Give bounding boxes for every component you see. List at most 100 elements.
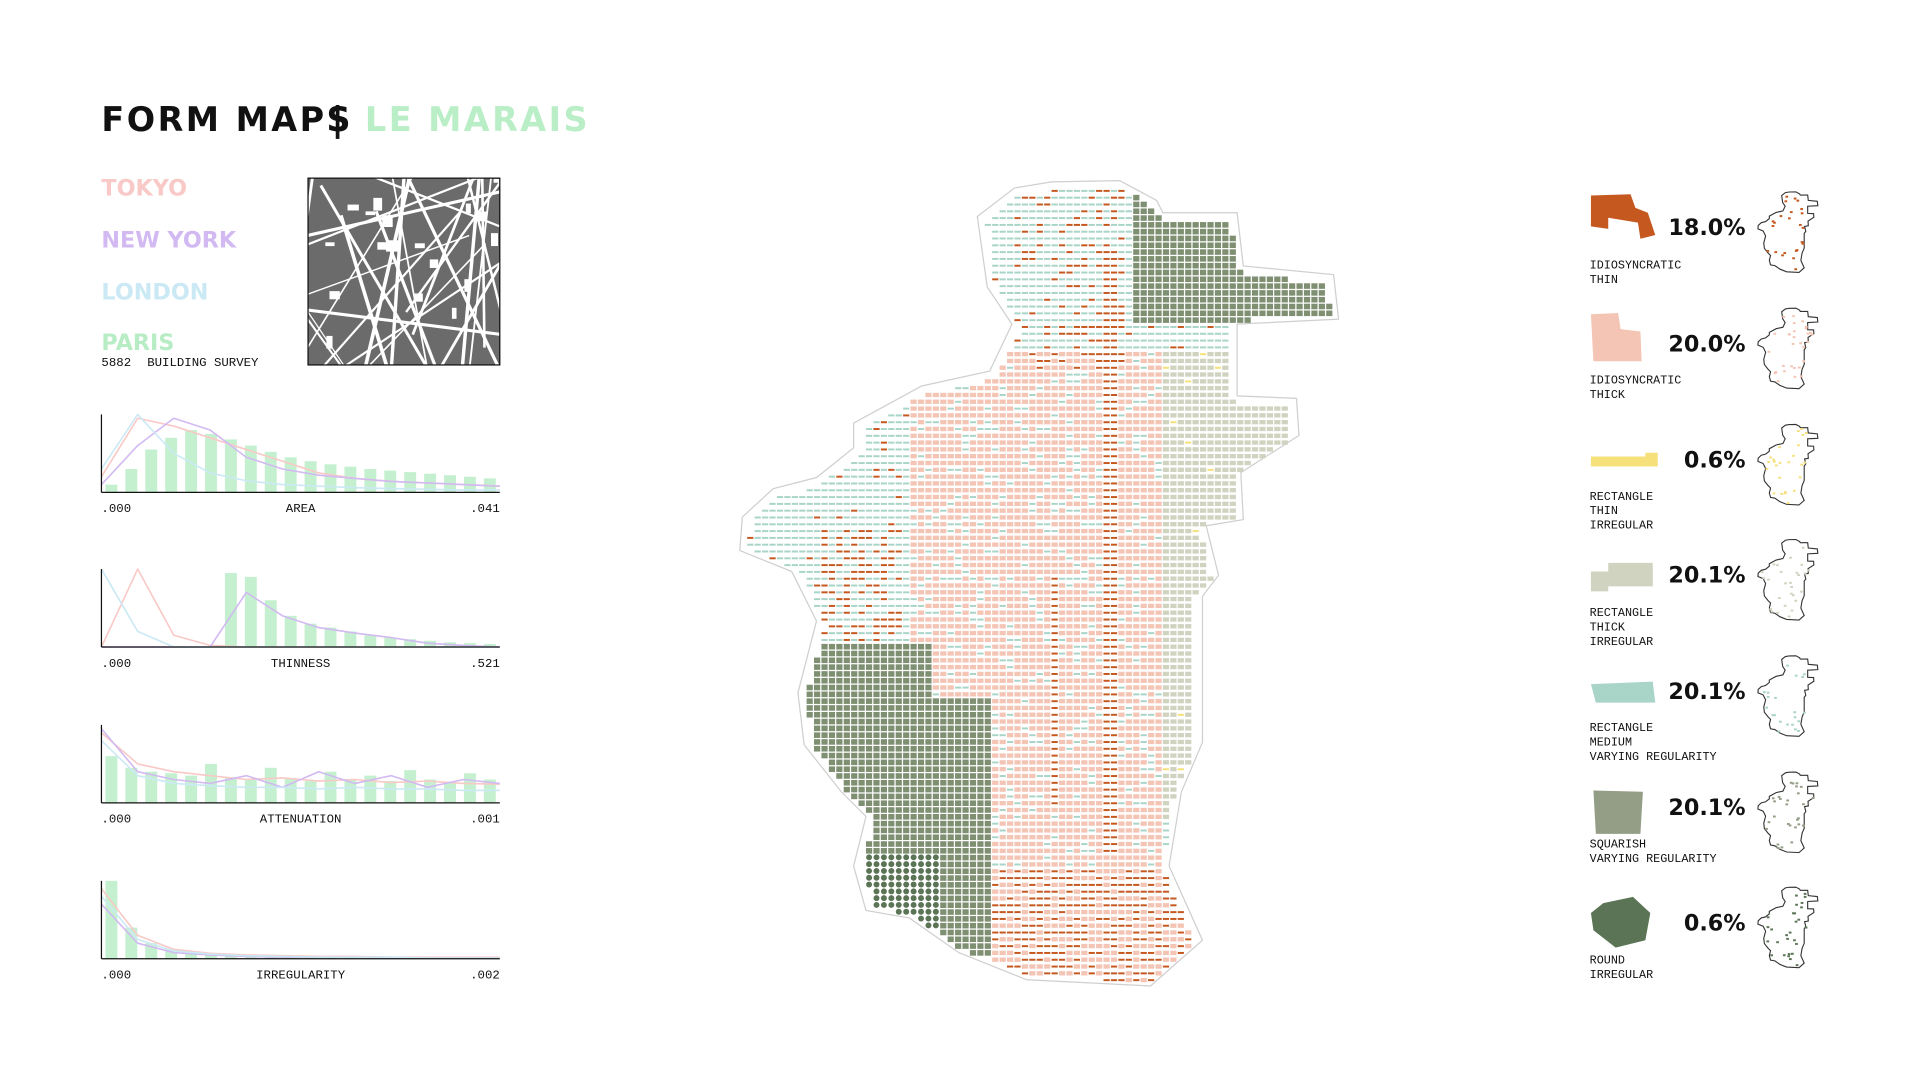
map-building <box>1110 475 1118 478</box>
map-building <box>1066 346 1073 349</box>
map-building <box>1007 508 1014 513</box>
map-building <box>962 535 969 540</box>
map-building <box>1140 522 1147 527</box>
map-building <box>1118 644 1125 649</box>
map-building <box>1014 549 1021 554</box>
histogram-bar <box>344 779 357 803</box>
map-building <box>1148 346 1155 349</box>
map-building <box>1088 210 1095 213</box>
map-building <box>984 902 991 909</box>
map-building <box>1214 222 1222 228</box>
map-building <box>999 841 1006 847</box>
map-building <box>999 399 1006 404</box>
map-building <box>940 692 947 697</box>
map-building <box>1044 698 1051 704</box>
map-building <box>962 902 969 909</box>
map-building <box>828 502 836 505</box>
map-building <box>1066 264 1073 267</box>
map-building <box>1058 278 1066 281</box>
map-building <box>1021 291 1029 294</box>
map-building <box>1162 488 1170 493</box>
map-building <box>977 494 984 500</box>
map-building <box>1058 780 1066 785</box>
axis-title: IRREGULARITY <box>256 969 346 983</box>
map-building <box>1148 269 1155 276</box>
map-building <box>947 535 954 540</box>
map-building <box>992 746 999 751</box>
map-building <box>932 440 939 445</box>
map-building <box>1237 460 1244 466</box>
map-building <box>1118 577 1125 580</box>
map-building <box>1088 807 1095 813</box>
map-building <box>1088 332 1095 335</box>
map-building <box>1140 310 1147 317</box>
map-building <box>1311 290 1318 296</box>
map-building <box>1044 610 1051 615</box>
map-building <box>858 618 865 621</box>
map-building <box>1073 645 1080 648</box>
map-building <box>843 632 850 635</box>
map-building <box>1007 685 1014 690</box>
map-building <box>932 549 939 554</box>
map-building <box>1133 862 1140 867</box>
map-building <box>1051 285 1058 288</box>
map-building <box>1103 795 1110 798</box>
map-building <box>1148 787 1155 792</box>
map-building <box>1162 836 1170 839</box>
map-building <box>1066 747 1073 750</box>
map-building <box>1081 373 1088 376</box>
map-building <box>977 745 984 752</box>
map-building <box>1096 630 1103 636</box>
map-building <box>1103 666 1110 669</box>
map-building <box>977 759 984 766</box>
map-building <box>955 624 962 629</box>
map-building <box>1162 678 1170 683</box>
map-building <box>1185 317 1192 323</box>
map-building <box>1029 814 1036 819</box>
map-building <box>1274 406 1281 411</box>
map-building <box>1140 549 1147 554</box>
map-building <box>1029 726 1036 731</box>
map-building <box>1177 651 1184 656</box>
map-building <box>1036 787 1043 792</box>
map-building <box>895 848 902 854</box>
map-building <box>1162 556 1170 561</box>
map-building <box>1140 909 1147 915</box>
map-building <box>1133 767 1140 772</box>
map-building <box>865 502 873 505</box>
map-building <box>1007 542 1014 547</box>
map-building <box>1110 645 1118 648</box>
map-building <box>836 509 843 512</box>
map-building <box>955 773 962 779</box>
map-building <box>1148 761 1155 764</box>
map-building <box>828 543 836 546</box>
map-building <box>940 460 947 466</box>
map-building <box>888 814 895 820</box>
map-building <box>1125 305 1132 308</box>
map-building <box>1066 814 1073 819</box>
map-building <box>1177 426 1184 432</box>
map-building <box>1007 713 1014 716</box>
map-building <box>1073 413 1080 418</box>
map-building <box>1125 467 1132 472</box>
map-building <box>1029 698 1036 704</box>
map-building <box>1014 753 1021 758</box>
map-building <box>1007 678 1014 683</box>
map-building <box>932 759 939 766</box>
map-building <box>1044 460 1051 466</box>
map-building <box>1170 365 1177 370</box>
map-building <box>1021 705 1029 711</box>
map-building <box>1014 610 1021 615</box>
map-building <box>1088 841 1095 847</box>
map-building <box>1066 698 1073 704</box>
map-building <box>1192 346 1199 349</box>
map-building <box>925 624 932 629</box>
map-building <box>977 440 984 445</box>
map-building <box>999 549 1006 554</box>
map-building <box>969 882 977 888</box>
map-building <box>969 793 977 800</box>
map-building <box>1051 836 1058 839</box>
map-building <box>984 671 991 677</box>
map-building <box>888 502 895 505</box>
map-building <box>1133 835 1140 840</box>
